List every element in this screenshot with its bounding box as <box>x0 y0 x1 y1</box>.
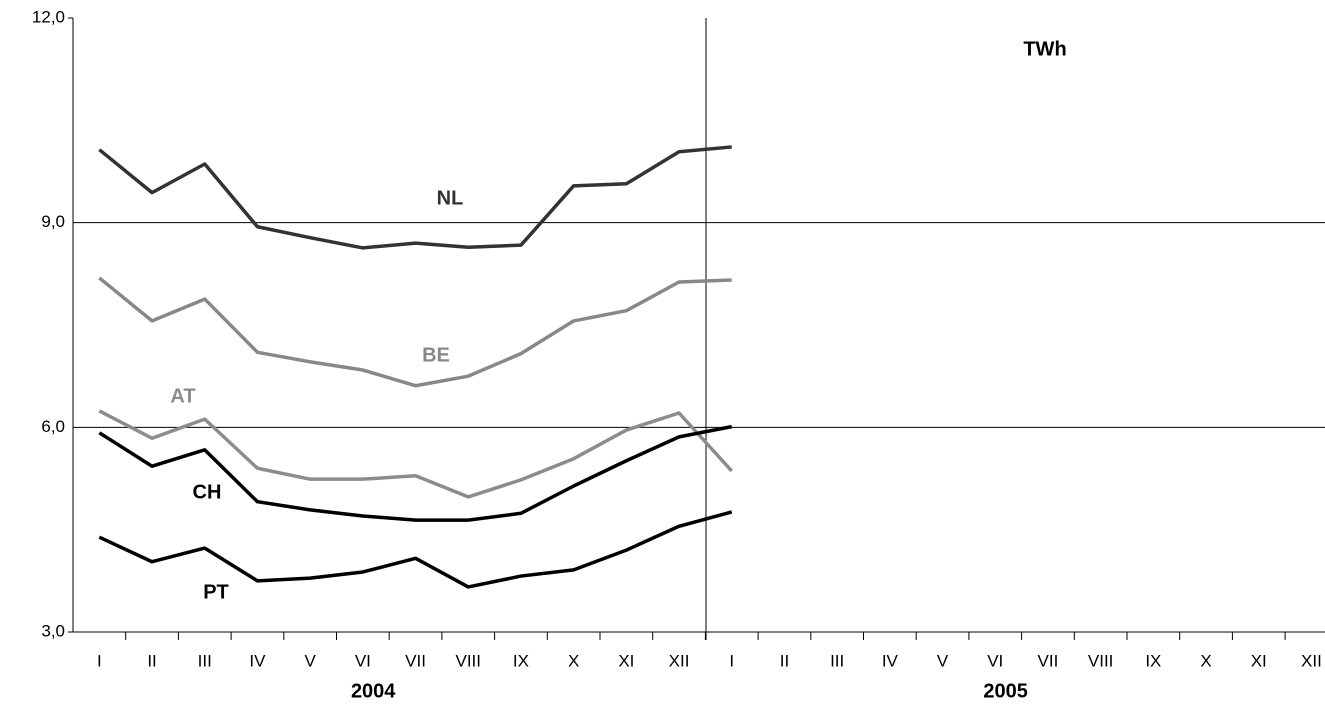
unit-label: TWh <box>1023 38 1066 60</box>
series-label: BE <box>422 344 450 366</box>
x-tick-label: IX <box>513 651 529 670</box>
x-tick-label: XI <box>618 651 634 670</box>
series-label: CH <box>193 481 222 503</box>
x-tick-label: VI <box>355 651 371 670</box>
x-tick-label: IV <box>882 651 899 670</box>
x-tick-label: V <box>304 651 316 670</box>
x-tick-label: VIII <box>1088 651 1114 670</box>
x-tick-label: VII <box>405 651 426 670</box>
series-line <box>98 424 733 522</box>
x-tick-label: XII <box>669 651 690 670</box>
x-tick-label: I <box>729 651 734 670</box>
x-tick-label: VIII <box>455 651 481 670</box>
x-group-label: 2005 <box>983 680 1028 702</box>
series-line <box>98 409 734 499</box>
x-tick-label: XII <box>1301 651 1322 670</box>
series-label: NL <box>437 187 464 209</box>
x-tick-label: IV <box>249 651 266 670</box>
x-tick-label: IX <box>1145 651 1161 670</box>
y-tick-label: 9,0 <box>41 212 65 231</box>
x-tick-label: II <box>780 651 789 670</box>
x-group-label: 2004 <box>351 680 396 702</box>
y-tick-label: 3,0 <box>41 621 65 640</box>
x-tick-label: III <box>198 651 212 670</box>
series-line <box>98 276 732 388</box>
x-tick-label: VII <box>1038 651 1059 670</box>
y-tick-label: 6,0 <box>41 417 65 436</box>
series-label: PT <box>203 581 229 603</box>
x-tick-label: XI <box>1251 651 1267 670</box>
x-tick-label: III <box>830 651 844 670</box>
series-label: AT <box>170 385 195 407</box>
series-line <box>98 510 733 589</box>
x-tick-label: X <box>1200 651 1211 670</box>
x-tick-label: VI <box>987 651 1003 670</box>
x-tick-label: X <box>568 651 579 670</box>
x-tick-label: V <box>937 651 949 670</box>
series-line <box>98 145 732 250</box>
x-tick-label: II <box>147 651 156 670</box>
y-tick-label: 12,0 <box>32 7 65 26</box>
x-tick-label: I <box>97 651 102 670</box>
